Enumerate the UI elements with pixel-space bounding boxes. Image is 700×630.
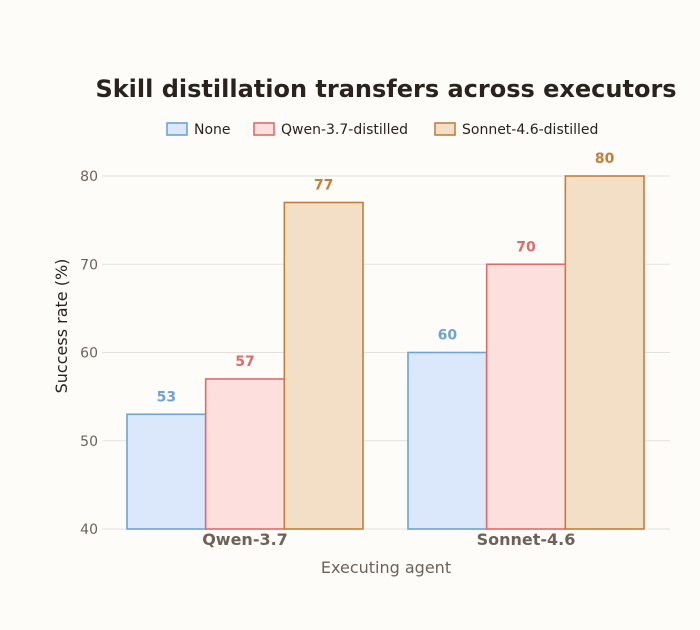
bar-value-label: 60 [438, 328, 458, 344]
y-tick-label: 50 [80, 434, 98, 450]
bar [204, 378, 286, 530]
bar-value-label: 57 [235, 354, 254, 370]
legend-label: Sonnet-4.6-distilled [462, 122, 598, 138]
chart-title: Skill distillation transfers across exec… [95, 75, 676, 103]
legend-label: Qwen-3.7-distilled [281, 122, 408, 138]
legend: None Qwen-3.7-distilled Sonnet-4.6-distill… [166, 122, 598, 138]
legend-label: None [194, 122, 231, 138]
bar-value-label: 53 [157, 389, 176, 405]
bar [126, 413, 207, 530]
bar [485, 263, 567, 530]
x-category-label: Qwen-3.7 [202, 530, 288, 549]
x-axis-categories: Qwen-3.7 Sonnet-4.6 [202, 530, 575, 549]
legend-swatch [166, 122, 188, 136]
y-axis-ticks: 40 50 60 70 80 [80, 169, 98, 538]
bar [407, 351, 488, 530]
bar-value-label: 80 [595, 151, 615, 167]
y-tick-label: 60 [80, 346, 98, 362]
bar-value-label: 77 [314, 177, 333, 193]
x-axis-title: Executing agent [321, 558, 451, 577]
legend-swatch [253, 122, 275, 136]
y-axis-title: Success rate (%) [52, 259, 71, 394]
bar [283, 201, 364, 530]
y-tick-label: 70 [80, 257, 98, 273]
bar-value-label: 70 [516, 239, 536, 255]
y-tick-label: 40 [80, 522, 98, 538]
bars: 53 57 77 60 70 80 [126, 151, 645, 530]
x-category-label: Sonnet-4.6 [477, 530, 576, 549]
y-tick-label: 80 [80, 169, 98, 185]
bar [564, 175, 645, 530]
legend-swatch [434, 122, 456, 136]
